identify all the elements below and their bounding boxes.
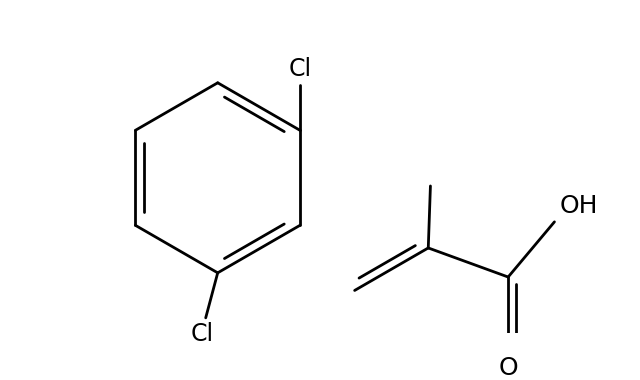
Text: Cl: Cl bbox=[289, 57, 312, 81]
Text: O: O bbox=[499, 356, 518, 380]
Text: OH: OH bbox=[559, 194, 598, 218]
Text: Cl: Cl bbox=[190, 322, 213, 346]
